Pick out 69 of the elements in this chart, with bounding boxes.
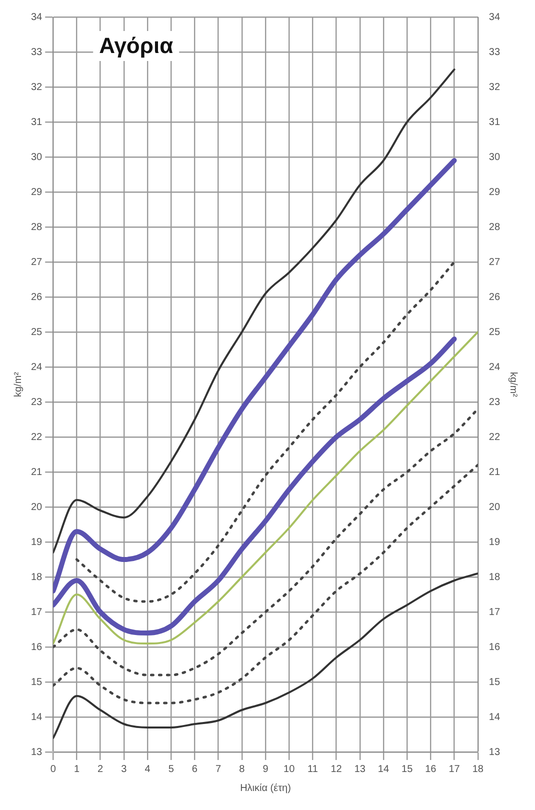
y-tick-label: 33 [31, 46, 43, 58]
y-tick-label: 18 [31, 572, 43, 583]
y-tick-label: 15 [31, 676, 43, 688]
x-tick-label: 6 [192, 764, 198, 775]
y2-tick-label: 18 [488, 572, 500, 583]
y-tick-label: 17 [31, 606, 43, 618]
y2-tick-label: 24 [488, 362, 500, 373]
y-tick-label: 24 [31, 362, 43, 373]
x-tick-label: 7 [216, 764, 222, 775]
y2-tick-label: 30 [488, 152, 500, 163]
y2-tick-label: 27 [488, 256, 500, 268]
x-tick-label: 8 [239, 764, 246, 775]
x-tick-label: 18 [472, 764, 484, 775]
y2-tick-label: 25 [488, 326, 500, 338]
x-tick-label: 10 [284, 764, 296, 775]
y-tick-label: 28 [31, 222, 43, 233]
y-tick-label: 19 [31, 536, 43, 548]
y2-tick-label: 16 [488, 642, 500, 653]
x-tick-label: 13 [354, 764, 366, 775]
y2-tick-label: 15 [488, 676, 500, 688]
x-tick-label: 9 [262, 764, 269, 775]
y2-tick-label: 23 [488, 396, 500, 408]
x-tick-label: 4 [144, 764, 151, 775]
x-tick-label: 16 [425, 764, 437, 775]
y-tick-label: 29 [31, 186, 43, 198]
y-tick-label: 22 [31, 432, 43, 443]
x-tick-label: 15 [402, 764, 414, 775]
y2-tick-label: 14 [488, 712, 500, 723]
line-series [53, 68, 456, 554]
x-tick-label: 11 [308, 764, 318, 775]
y2-tick-label: 21 [488, 466, 500, 478]
y2-tick-label: 13 [488, 746, 500, 758]
x-tick-label: 12 [330, 764, 342, 775]
y-axis-title: kg/m² [12, 371, 24, 397]
y-tick-label: 32 [31, 82, 43, 93]
y-tick-label: 30 [31, 152, 43, 163]
x-tick-label: 3 [121, 764, 128, 775]
y-tick-label: 21 [31, 466, 43, 478]
y-tick-label: 31 [31, 116, 43, 128]
y2-tick-label: 31 [488, 116, 500, 128]
y2-tick-label: 22 [488, 432, 500, 443]
y-tick-label: 13 [31, 746, 43, 758]
y2-tick-label: 34 [488, 12, 500, 23]
y2-tick-label: 17 [488, 606, 500, 618]
y2-tick-label: 33 [488, 46, 500, 58]
y2-tick-label: 20 [488, 502, 500, 513]
x-tick-label: 2 [98, 764, 104, 775]
x-tick-label: 1 [74, 764, 80, 775]
y-tick-label: 27 [31, 256, 43, 268]
y-tick-label: 14 [31, 712, 43, 723]
x-tick-label: 5 [168, 764, 174, 775]
y2-tick-label: 29 [488, 186, 500, 198]
y-tick-label: 25 [31, 326, 43, 338]
x-tick-label: 17 [448, 764, 460, 775]
line-series [75, 260, 456, 603]
y-tick-label: 34 [31, 12, 43, 23]
x-tick-label: 0 [50, 764, 56, 775]
y-tick-label: 23 [31, 396, 43, 408]
y2-tick-label: 26 [488, 292, 500, 303]
x-axis-title: Ηλικία (έτη) [240, 782, 291, 794]
y2-axis-title: kg/m² [507, 372, 518, 398]
y2-tick-label: 32 [488, 82, 500, 93]
x-tick-label: 14 [378, 764, 390, 775]
y-tick-label: 20 [31, 502, 43, 513]
y-tick-label: 16 [31, 642, 43, 653]
y2-tick-label: 19 [488, 536, 500, 548]
text: Αγόρια [99, 33, 174, 58]
y2-tick-label: 28 [488, 222, 500, 233]
y-tick-label: 26 [31, 292, 43, 303]
